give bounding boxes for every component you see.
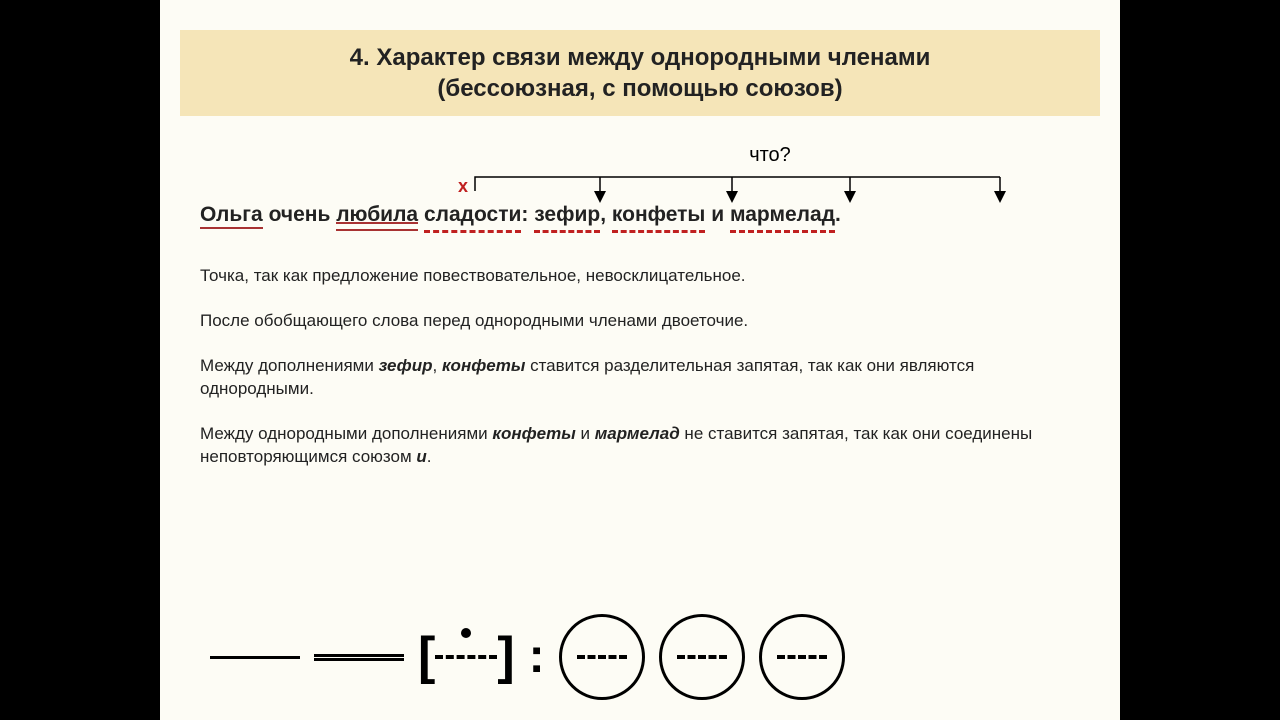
scheme-dot xyxy=(461,628,471,638)
rule-3a: Между дополнениями xyxy=(200,356,379,375)
rule-4-em1: конфеты xyxy=(492,424,575,443)
example-sentence: Ольга очень любила сладости: зефир, конф… xyxy=(200,203,1080,227)
scheme-generalizing-word: [ ] xyxy=(418,636,515,678)
word-obj1: сладости xyxy=(424,203,521,227)
bracket-open: [ xyxy=(418,636,435,678)
word-obj4: мармелад xyxy=(730,203,835,227)
sentence-scheme: [ ] : xyxy=(210,614,845,700)
scheme-colon: : xyxy=(529,638,545,676)
scheme-circle-1 xyxy=(559,614,645,700)
arrows-svg xyxy=(200,171,1080,201)
rule-4c: . xyxy=(427,447,432,466)
rule-1: Точка, так как предложение повествовател… xyxy=(200,265,1080,288)
content-area: что? х Ольга очень любила сладости: xyxy=(160,116,1120,469)
rule-3-em2: конфеты xyxy=(442,356,525,375)
circle-dash-2 xyxy=(677,655,727,659)
scheme-circle-3 xyxy=(759,614,845,700)
word-obj2: зефир xyxy=(534,203,600,227)
colon-char: : xyxy=(521,203,528,226)
scheme-circle-2 xyxy=(659,614,745,700)
rule-3: Между дополнениями зефир, конфеты ставит… xyxy=(200,355,1080,401)
rule-4a: Между однородными дополнениями xyxy=(200,424,492,443)
slide: 4. Характер связи между однородными член… xyxy=(160,0,1120,720)
header-band: 4. Характер связи между однородными член… xyxy=(180,30,1100,116)
word-obj3: конфеты xyxy=(612,203,705,227)
rule-3-em1: зефир xyxy=(379,356,433,375)
scheme-subject-line xyxy=(210,656,300,659)
bracket-close: ] xyxy=(497,636,514,678)
scheme-predicate-line xyxy=(314,654,404,661)
word-adverb: очень xyxy=(269,203,331,226)
word-subject: Ольга xyxy=(200,203,263,229)
arrow-diagram: х xyxy=(200,171,1080,201)
circle-dash-3 xyxy=(777,655,827,659)
rules-block: Точка, так как предложение повествовател… xyxy=(200,265,1080,469)
comma-char: , xyxy=(600,203,606,226)
rule-4-and: и xyxy=(576,424,595,443)
rule-4-em3: и xyxy=(416,447,426,466)
header-title: 4. Характер связи между однородными член… xyxy=(200,42,1080,104)
rule-4-em2: мармелад xyxy=(595,424,680,443)
header-line2: (бессоюзная, с помощью союзов) xyxy=(437,75,842,102)
word-verb: любила xyxy=(336,203,418,227)
rule-2: После обобщающего слова перед однородным… xyxy=(200,310,1080,333)
scheme-dash-inside xyxy=(435,655,497,659)
header-line1: 4. Характер связи между однородными член… xyxy=(350,44,931,71)
word-conj: и xyxy=(711,203,724,226)
rule-4: Между однородными дополнениями конфеты и… xyxy=(200,423,1080,469)
period-char: . xyxy=(835,203,841,226)
circle-dash-1 xyxy=(577,655,627,659)
question-label: что? xyxy=(460,144,1080,167)
